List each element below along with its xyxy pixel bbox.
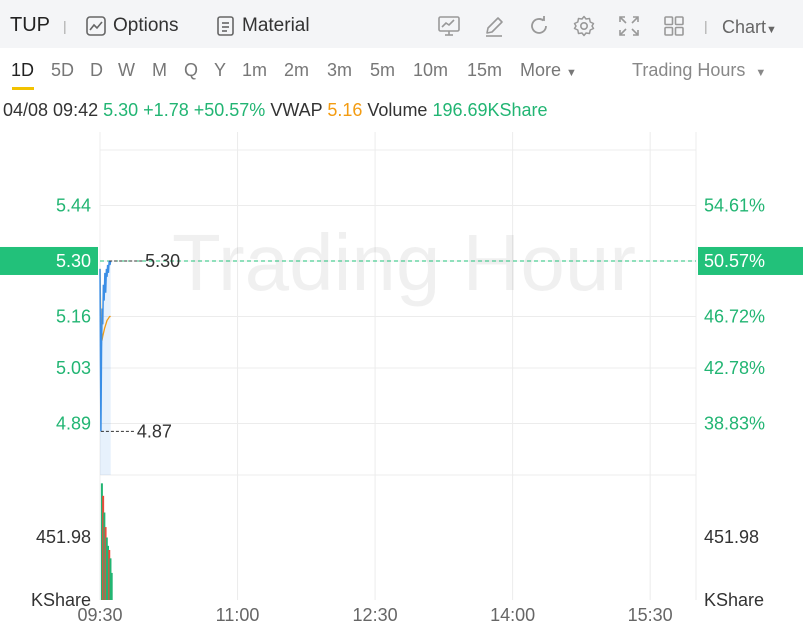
volume-label: Volume: [367, 100, 428, 120]
price-axis-label: 5.16: [56, 306, 91, 326]
volume-bar: [105, 537, 108, 600]
tab-w[interactable]: W: [118, 60, 135, 80]
grid-layout-icon[interactable]: [662, 14, 686, 38]
refresh-icon[interactable]: [527, 14, 551, 38]
period-tabs: 1D 5D D W M Q Y 1m 2m 3m 5m 10m 15m More…: [0, 48, 803, 92]
options-label: Options: [113, 15, 179, 36]
current-price-tag-label: 5.30: [56, 251, 91, 271]
price-axis-label: 5.44: [56, 195, 91, 215]
fullscreen-icon[interactable]: [617, 14, 641, 38]
toolbar-separator: |: [63, 18, 67, 34]
document-icon: [217, 16, 234, 36]
tab-q[interactable]: Q: [184, 60, 199, 80]
tab-2m[interactable]: 2m: [284, 60, 310, 80]
price-axis-label: 5.03: [56, 358, 91, 378]
options-chart-icon: [86, 16, 106, 36]
vwap-value: 5.16: [327, 100, 363, 120]
chart-type-dropdown[interactable]: Chart▼: [722, 17, 777, 38]
chart-axes: 09:30 11:00 12:30 14:00 15:30 5.44 54.61% 5.16 4…: [0, 195, 803, 625]
more-label: More: [520, 60, 562, 80]
pencil-icon[interactable]: [482, 14, 506, 38]
gear-icon[interactable]: [572, 14, 596, 38]
x-tick-label: 14:00: [490, 605, 535, 625]
tab-1m[interactable]: 1m: [242, 60, 268, 80]
top-toolbar: TUP | Options Material: [0, 0, 803, 48]
quote-info-line: 04/08 09:42 5.30 +1.78 +50.57% VWAP 5.16…: [3, 100, 548, 121]
material-label: Material: [242, 15, 310, 36]
volume-bar: [100, 483, 103, 600]
price-area-fill: [100, 260, 111, 475]
material-button[interactable]: Material: [216, 15, 310, 37]
pct-axis-label: 54.61%: [704, 195, 765, 215]
volume-bar: [103, 512, 106, 600]
volume-bar: [107, 545, 110, 600]
tab-5d[interactable]: 5D: [51, 60, 75, 80]
quote-datetime: 04/08 09:42: [3, 100, 99, 120]
caret-down-icon: ▼: [766, 24, 777, 36]
price-line: [99, 260, 112, 432]
tab-5m[interactable]: 5m: [370, 60, 396, 80]
x-tick-label: 09:30: [77, 605, 122, 625]
pct-axis-label: 42.78%: [704, 358, 765, 378]
vwap-label: VWAP: [270, 100, 323, 120]
tab-10m[interactable]: 10m: [413, 60, 449, 80]
volume-bar: [104, 527, 107, 600]
caret-down-icon: ▼: [566, 67, 577, 79]
volume-bar: [102, 495, 105, 600]
high-marker-label: 5.30: [145, 251, 180, 271]
chart-watermark: Trading Hour: [172, 218, 636, 307]
symbol-label[interactable]: TUP: [10, 14, 50, 36]
pct-axis-label: 38.83%: [704, 413, 765, 433]
chart-grid: [99, 132, 697, 600]
x-tick-label: 12:30: [353, 605, 398, 625]
current-price-tag: [0, 246, 98, 275]
current-pct-tag: [698, 246, 803, 275]
options-button[interactable]: Options: [85, 15, 178, 37]
pct-axis-label: 46.72%: [704, 306, 765, 326]
tab-y[interactable]: Y: [214, 60, 227, 80]
chart-dropdown-label: Chart: [722, 17, 767, 37]
volume-value: 196.69KShare: [432, 100, 548, 120]
quote-change: +1.78: [143, 100, 189, 120]
tab-m[interactable]: M: [152, 60, 167, 80]
quote-price: 5.30: [103, 100, 139, 120]
tab-more[interactable]: More ▼: [520, 60, 577, 81]
volume-bar: [108, 550, 111, 600]
current-pct-tag-label: 50.57%: [704, 251, 765, 271]
x-tick-label: 11:00: [216, 605, 260, 625]
caret-down-icon: ▼: [755, 67, 767, 79]
tab-15m[interactable]: 15m: [467, 60, 503, 80]
tab-1d[interactable]: 1D: [11, 60, 35, 80]
volume-unit-label: KShare: [31, 590, 91, 610]
trading-hours-label: Trading Hours: [632, 60, 746, 80]
vwap-line: [99, 268, 111, 341]
volume-axis-label: 451.98: [36, 527, 91, 547]
active-tab-indicator: [12, 87, 34, 90]
volume-bars: [100, 483, 113, 600]
volume-axis-label-right: 451.98: [704, 527, 759, 547]
chart-monitor-icon[interactable]: [437, 14, 461, 38]
volume-bar: [110, 572, 113, 600]
x-tick-label: 15:30: [628, 605, 673, 625]
volume-bar: [109, 558, 112, 600]
quote-change-pct: +50.57%: [193, 100, 266, 120]
trading-hours-dropdown[interactable]: Trading Hours ▼: [632, 60, 766, 81]
tab-d[interactable]: D: [90, 60, 103, 80]
toolbar-separator: |: [704, 18, 708, 34]
volume-unit-label-right: KShare: [704, 590, 764, 610]
price-lines: [99, 260, 696, 475]
low-marker-label: 4.87: [137, 421, 172, 441]
tab-3m[interactable]: 3m: [327, 60, 353, 80]
price-axis-label: 4.89: [56, 413, 91, 433]
